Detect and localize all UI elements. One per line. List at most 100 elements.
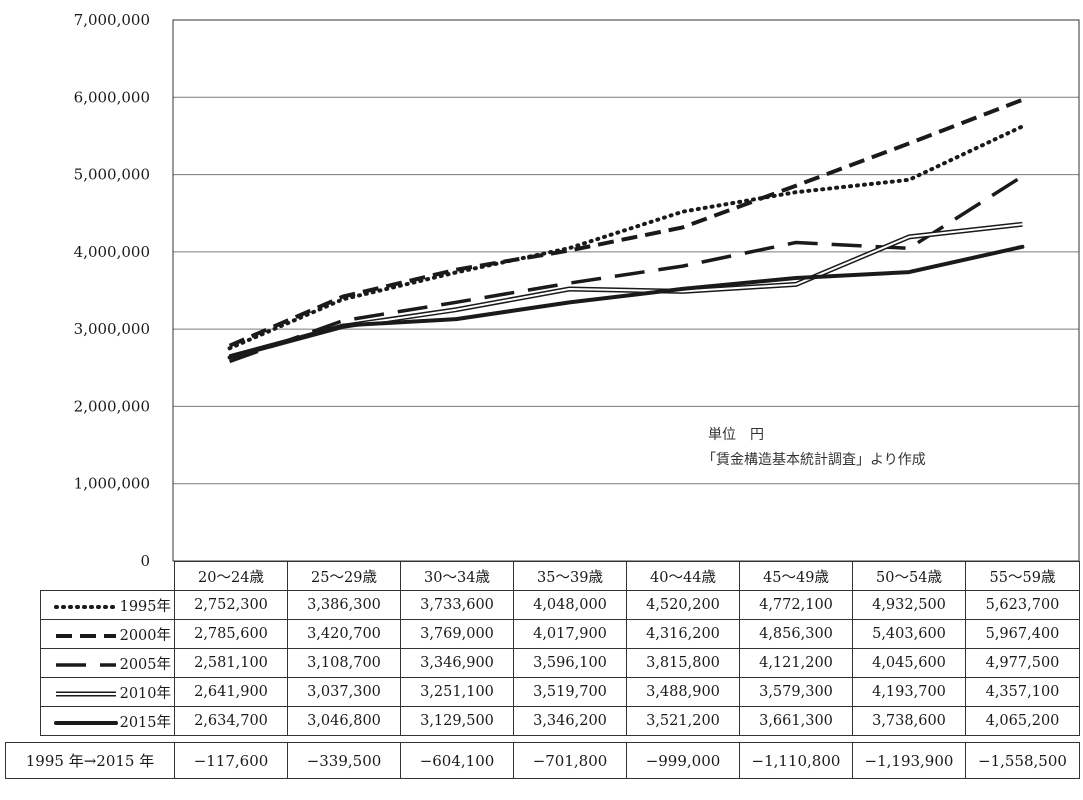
category-label: 25〜29歳 [287, 561, 401, 591]
y-tick-label: 6,000,000 [74, 88, 150, 106]
data-cell: 4,772,100 [739, 590, 853, 620]
annotation-unit: 単位 円 [708, 427, 764, 443]
legend-swatch [55, 691, 116, 696]
legend-entry: 2000年 [40, 619, 175, 649]
y-tick-label: 7,000,000 [74, 11, 150, 29]
table-row: 2015年 2,634,700 3,046,800 3,129,500 3,346,20… [40, 706, 1080, 736]
data-cell: 4,193,700 [852, 677, 966, 707]
category-label: 35〜39歳 [513, 561, 627, 591]
difference-value: −117,600 [174, 742, 288, 779]
series-line-2 [229, 174, 1024, 364]
data-cell: 3,346,200 [513, 706, 627, 736]
data-cell: 5,623,700 [965, 590, 1080, 620]
legend-entry: 1995年 [40, 590, 175, 620]
data-cell: 4,065,200 [965, 706, 1080, 736]
category-label: 40〜44歳 [626, 561, 740, 591]
difference-value: −604,100 [400, 742, 514, 779]
data-cell: 3,733,600 [400, 590, 514, 620]
data-cell: 4,121,200 [739, 648, 853, 678]
legend-label: 2015年 [119, 714, 171, 731]
category-label: 55〜59歳 [965, 561, 1080, 591]
data-cell: 3,488,900 [626, 677, 740, 707]
data-cell: 3,129,500 [400, 706, 514, 736]
data-cell: 3,346,900 [400, 648, 514, 678]
data-cell: 3,420,700 [287, 619, 401, 649]
data-cell: 3,108,700 [287, 648, 401, 678]
data-cell: 4,316,200 [626, 619, 740, 649]
series-lines [227, 97, 1025, 364]
y-axis-ticks: 0 1,000,000 2,000,000 3,000,000 4,000,000 5,0… [74, 11, 150, 570]
y-tick-label: 0 [140, 552, 150, 570]
category-label: 30〜34歳 [400, 561, 514, 591]
data-cell: 4,357,100 [965, 677, 1080, 707]
data-cell: 3,037,300 [287, 677, 401, 707]
legend-label: 2005年 [119, 656, 171, 673]
series-line-0 [227, 124, 1025, 351]
data-cell: 3,815,800 [626, 648, 740, 678]
data-cell: 4,048,000 [513, 590, 627, 620]
y-tick-label: 2,000,000 [74, 397, 150, 415]
data-cell: 4,977,500 [965, 648, 1080, 678]
difference-row: 1995 年→2015 年 −117,600 −339,500 −604,100… [5, 742, 1080, 779]
y-tick-label: 5,000,000 [74, 166, 150, 184]
legend-swatch [55, 633, 116, 638]
data-cell: 4,017,900 [513, 619, 627, 649]
table-row: 2000年 2,785,600 3,420,700 3,769,000 4,017,90… [40, 619, 1080, 649]
data-cell: 3,738,600 [852, 706, 966, 736]
data-cell: 4,932,500 [852, 590, 966, 620]
legend-swatch [55, 662, 116, 667]
data-cell: 2,785,600 [174, 619, 288, 649]
legend-label: 1995年 [119, 598, 171, 615]
table-header-row: 20〜24歳 25〜29歳 30〜34歳 35〜39歳 40〜44歳 45〜49歳 50〜5… [41, 561, 1080, 591]
legend-entry: 2015年 [40, 706, 175, 736]
difference-value: −999,000 [626, 742, 740, 779]
difference-value: −701,800 [513, 742, 627, 779]
difference-table: 1995 年→2015 年 −117,600 −339,500 −604,100… [5, 742, 1080, 779]
data-cell: 3,661,300 [739, 706, 853, 736]
series-line-stroke [227, 124, 1025, 351]
data-cell: 5,403,600 [852, 619, 966, 649]
category-label: 20〜24歳 [174, 561, 288, 591]
series-line-stroke [227, 244, 1025, 360]
data-cell: 3,046,800 [287, 706, 401, 736]
difference-value: −1,193,900 [852, 742, 966, 779]
legend-swatch [53, 720, 118, 725]
table-row: 2010年 2,641,900 3,037,300 3,251,100 3,519,70… [40, 677, 1080, 707]
table-row: 1995年 2,752,300 3,386,300 3,733,600 4,048,00… [40, 590, 1080, 620]
legend-label: 2010年 [119, 685, 171, 702]
data-cell: 3,769,000 [400, 619, 514, 649]
data-table: 20〜24歳 25〜29歳 30〜34歳 35〜39歳 40〜44歳 45〜49歳 50〜5… [40, 561, 1080, 736]
series-line-3 [228, 221, 1023, 360]
table-corner [41, 562, 175, 591]
legend-entry: 2010年 [40, 677, 175, 707]
data-cell: 2,752,300 [174, 590, 288, 620]
category-label: 45〜49歳 [739, 561, 853, 591]
data-cell: 4,856,300 [739, 619, 853, 649]
difference-value: −1,110,800 [739, 742, 853, 779]
y-tick-label: 4,000,000 [74, 243, 150, 261]
data-cell: 3,519,700 [513, 677, 627, 707]
data-cell: 2,581,100 [174, 648, 288, 678]
table-row: 2005年 2,581,100 3,108,700 3,346,900 3,596,10… [40, 648, 1080, 678]
data-cell: 3,579,300 [739, 677, 853, 707]
data-cell: 3,386,300 [287, 590, 401, 620]
annotation-source: 「賃金構造基本統計調査」より作成 [702, 451, 926, 468]
difference-label: 1995 年→2015 年 [5, 742, 175, 779]
series-line-4 [227, 244, 1025, 360]
data-cell: 2,641,900 [174, 677, 288, 707]
legend-label: 2000年 [119, 627, 171, 644]
legend-entry: 2005年 [40, 648, 175, 678]
series-line-stroke [229, 223, 1023, 358]
y-tick-label: 1,000,000 [74, 475, 150, 493]
series-line-1 [228, 97, 1024, 348]
data-cell: 3,596,100 [513, 648, 627, 678]
category-label: 50〜54歳 [852, 561, 966, 591]
data-cell: 3,251,100 [400, 677, 514, 707]
data-cell: 4,520,200 [626, 590, 740, 620]
difference-value: −1,558,500 [965, 742, 1080, 779]
data-cell: 4,045,600 [852, 648, 966, 678]
data-cell: 5,967,400 [965, 619, 1080, 649]
difference-value: −339,500 [287, 742, 401, 779]
data-cell: 2,634,700 [174, 706, 288, 736]
